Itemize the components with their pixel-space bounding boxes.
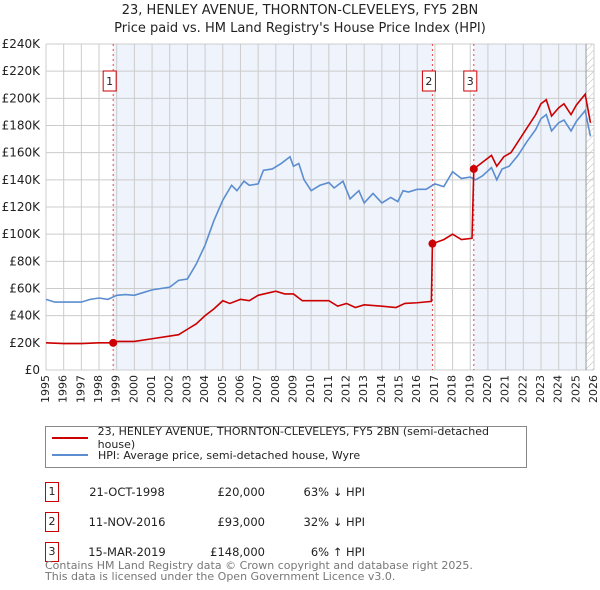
sale-date: 15-MAR-2019 — [88, 545, 166, 559]
sale-point — [109, 338, 118, 347]
sale-price: £148,000 — [210, 545, 265, 559]
x-tick-label: 2018 — [446, 375, 459, 403]
x-tick-label: 1999 — [110, 375, 123, 403]
x-tick-label: 2001 — [145, 375, 158, 403]
legend-label-property: 23, HENLEY AVENUE, THORNTON-CLEVELEYS, F… — [97, 425, 489, 451]
x-tick-label: 2021 — [499, 375, 512, 403]
x-tick-label: 1998 — [92, 375, 105, 403]
footer-line-2: This data is licensed under the Open Gov… — [45, 570, 396, 583]
sale-point — [428, 239, 437, 248]
plot-area: 1995 1996 1997 1998 1999 2000 2001 2002 2003 2004… — [2, 37, 600, 403]
x-tick-label: 2007 — [251, 375, 264, 403]
sale-number: 1 — [45, 482, 59, 502]
x-tick-label: 1997 — [74, 375, 87, 403]
x-tick-label: 1996 — [57, 375, 70, 403]
y-tick-label: £80K — [9, 254, 41, 268]
sale-date: 11-NOV-2016 — [88, 515, 166, 529]
x-tick-label: 2000 — [127, 375, 140, 403]
x-tick-label: 2002 — [163, 375, 176, 403]
x-tick-label: 2026 — [587, 375, 600, 403]
x-tick-label: 1995 — [39, 375, 52, 403]
x-tick-label: 2020 — [481, 375, 494, 403]
legend-swatch-property — [52, 437, 88, 439]
sale-price: £93,000 — [217, 515, 265, 529]
sale-hpi-diff: 32% ↓ HPI — [303, 515, 365, 529]
y-tick-label: £160K — [2, 146, 42, 160]
x-tick-label: 2004 — [198, 375, 211, 403]
x-tick-label: 2011 — [322, 375, 335, 403]
x-tick-label: 2025 — [569, 375, 582, 403]
legend: 23, HENLEY AVENUE, THORNTON-CLEVELEYS, F… — [45, 425, 527, 468]
sale-hpi-diff: 63% ↓ HPI — [303, 485, 365, 499]
y-tick-label: £40K — [9, 309, 41, 323]
x-tick-label: 2009 — [286, 375, 299, 403]
sale-marker-box — [102, 70, 117, 92]
sale-marker-label: 2 — [425, 75, 432, 88]
x-tick-label: 2015 — [393, 375, 406, 403]
sale-number: 2 — [45, 512, 59, 532]
y-tick-label: £60K — [9, 282, 41, 296]
x-tick-label: 2022 — [516, 375, 529, 403]
y-tick-label: £180K — [2, 119, 42, 133]
x-tick-label: 2010 — [304, 375, 317, 403]
chart-subtitle: Price paid vs. HM Land Registry's House … — [114, 21, 486, 36]
y-tick-label: £0 — [25, 363, 40, 377]
legend-label-hpi: HPI: Average price, semi-detached house,… — [98, 448, 361, 462]
sale-marker-label: 3 — [467, 75, 474, 88]
y-tick-label: £100K — [2, 227, 42, 241]
y-tick-label: £240K — [2, 37, 42, 51]
x-tick-label: 2005 — [216, 375, 229, 403]
sale-hpi-diff: 6% ↑ HPI — [310, 545, 365, 559]
legend-swatch-hpi — [52, 454, 88, 456]
sale-date: 21-OCT-1998 — [89, 485, 165, 499]
footer-line-1: Contains HM Land Registry data © Crown c… — [45, 559, 473, 572]
x-tick-label: 2006 — [233, 375, 246, 403]
x-tick-label: 2017 — [428, 375, 441, 403]
x-tick-label: 2024 — [552, 375, 565, 403]
y-tick-label: £200K — [2, 91, 42, 105]
x-tick-label: 2019 — [463, 375, 476, 403]
property-line — [45, 92, 592, 345]
x-tick-label: 2012 — [340, 375, 353, 403]
footer: Contains HM Land Registry data © Crown c… — [45, 560, 473, 582]
x-tick-label: 2003 — [180, 375, 193, 403]
sale-marker-box — [421, 70, 436, 92]
x-tick-label: 2023 — [534, 375, 547, 403]
hpi-line — [45, 108, 592, 303]
chart-title: 23, HENLEY AVENUE, THORNTON-CLEVELEYS, F… — [121, 3, 479, 18]
sale-marker-box — [463, 70, 478, 92]
y-tick-label: £120K — [2, 200, 42, 214]
x-tick-label: 2008 — [269, 375, 282, 403]
sale-marker-label: 1 — [106, 75, 113, 88]
sale-price: £20,000 — [217, 485, 265, 499]
sale-point — [469, 164, 478, 173]
x-tick-label: 2014 — [375, 375, 388, 403]
y-tick-label: £140K — [2, 173, 42, 187]
x-tick-label: 2013 — [357, 375, 370, 403]
y-tick-label: £20K — [9, 336, 41, 350]
y-tick-label: £220K — [2, 64, 42, 78]
x-tick-label: 2016 — [410, 375, 423, 403]
sale-number: 3 — [45, 542, 59, 562]
